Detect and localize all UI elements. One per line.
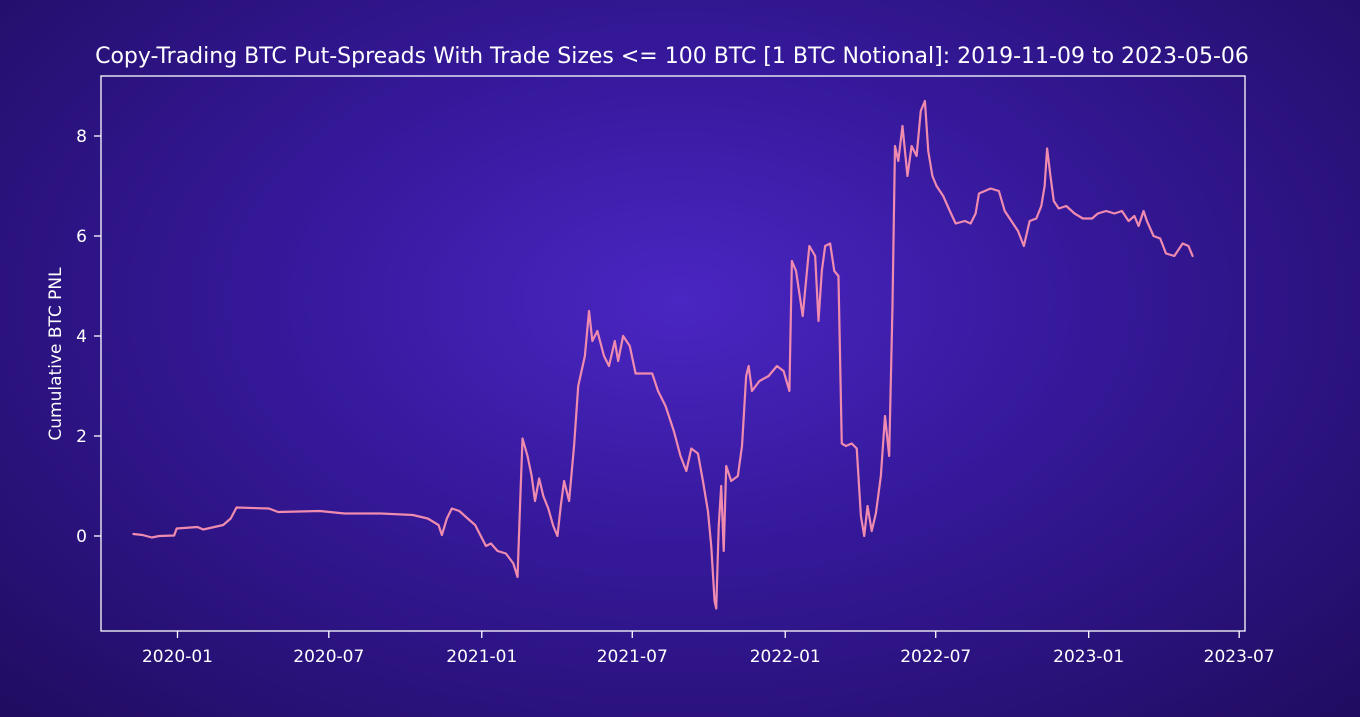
chart-title: Copy-Trading BTC Put-Spreads With Trade … <box>95 44 1249 69</box>
x-tick-label: 2020-01 <box>142 647 213 667</box>
x-axis: 2020-01 2020-07 2021-01 2021-07 2022-01 2022-… <box>142 631 1275 667</box>
y-tick-label: 0 <box>76 527 87 547</box>
y-tick-label: 6 <box>76 227 87 247</box>
y-tick-label: 4 <box>76 327 87 347</box>
y-axis-label: Cumulative BTC PNL <box>46 267 66 441</box>
y-axis: 0 2 4 6 8 <box>76 127 101 547</box>
x-tick-label: 2023-01 <box>1053 647 1124 667</box>
x-tick-label: 2021-01 <box>446 647 517 667</box>
series-line <box>132 99 1194 610</box>
y-tick-label: 8 <box>76 127 87 147</box>
x-tick-label: 2023-07 <box>1204 647 1275 667</box>
x-tick-label: 2022-01 <box>750 647 821 667</box>
x-tick-label: 2020-07 <box>293 647 364 667</box>
x-tick-label: 2021-07 <box>597 647 668 667</box>
y-tick-label: 2 <box>76 427 87 447</box>
x-tick-label: 2022-07 <box>900 647 971 667</box>
plot-frame <box>100 75 1246 632</box>
